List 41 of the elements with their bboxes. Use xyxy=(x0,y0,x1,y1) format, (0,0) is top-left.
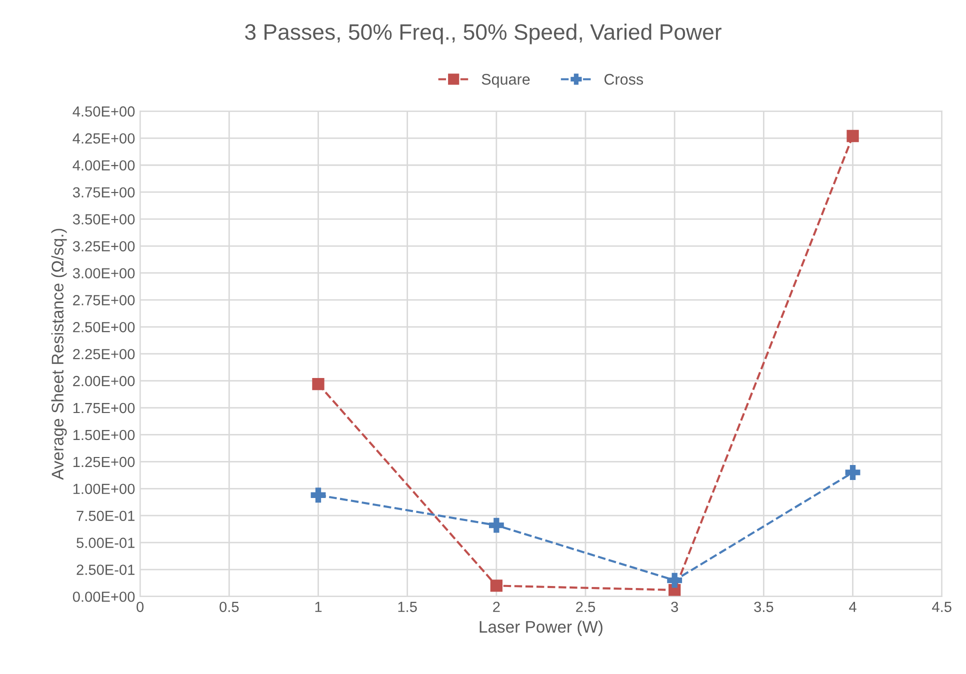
legend-label: Cross xyxy=(604,74,644,85)
y-tick-label: 2.00E+00 xyxy=(73,376,135,386)
x-tick-label: 1 xyxy=(315,602,322,612)
y-tick-label: 0.00E+00 xyxy=(72,592,135,602)
point xyxy=(488,518,504,533)
x-tick-label: 3 xyxy=(671,602,678,612)
x-tick-label: 2 xyxy=(493,602,500,612)
point xyxy=(846,130,859,142)
point xyxy=(490,580,502,592)
y-tick-label: 3.25E+00 xyxy=(72,241,135,252)
x-tick-label: 4 xyxy=(849,602,856,612)
y-tick-label: 2.50E-01 xyxy=(76,564,134,575)
y-tick-label: 3.00E+00 xyxy=(72,268,135,278)
x-tick-label: 4.5 xyxy=(932,602,952,612)
x-tick-label: 3.5 xyxy=(754,602,774,612)
point xyxy=(310,488,326,503)
y-tick-label: 2.50E+00 xyxy=(73,322,135,332)
y-tick-label: 1.00E+00 xyxy=(73,484,135,494)
y-tick-label: 5.00E-01 xyxy=(76,538,134,548)
x-tick-label: 0 xyxy=(136,602,144,612)
point xyxy=(845,465,860,480)
legend-label: Square xyxy=(482,74,530,88)
chart-title: 3 Passes, 50% Freq., 50% Speed, Varied Power xyxy=(245,24,722,44)
point xyxy=(667,572,682,588)
y-tick-label: 4.50E+00 xyxy=(72,106,135,117)
point xyxy=(312,378,324,390)
y-tick-label: 4.25E+00 xyxy=(72,133,135,144)
y-tick-label: 2.25E+00 xyxy=(73,348,135,360)
y-tick-label: 3.75E+00 xyxy=(72,187,135,198)
x-tick-label: 1.5 xyxy=(398,602,417,612)
y-tick-label: 1.25E+00 xyxy=(73,456,135,468)
y-tick-label: 1.50E+00 xyxy=(73,430,135,440)
y-tick-label: 4.00E+00 xyxy=(72,160,135,171)
x-axis-title: Laser Power (W) xyxy=(480,620,602,636)
y-axis-title: Average Sheet Resistance (Ω/sq.) xyxy=(51,228,67,480)
y-tick-label: 3.50E+00 xyxy=(72,214,135,224)
x-tick-label: 2.5 xyxy=(576,602,596,612)
y-tick-label: 2.75E+00 xyxy=(73,295,135,306)
y-tick-label: 1.75E+00 xyxy=(73,402,135,414)
x-tick-label: 0.5 xyxy=(220,602,239,612)
y-tick-label: 7.50E-01 xyxy=(76,510,134,522)
